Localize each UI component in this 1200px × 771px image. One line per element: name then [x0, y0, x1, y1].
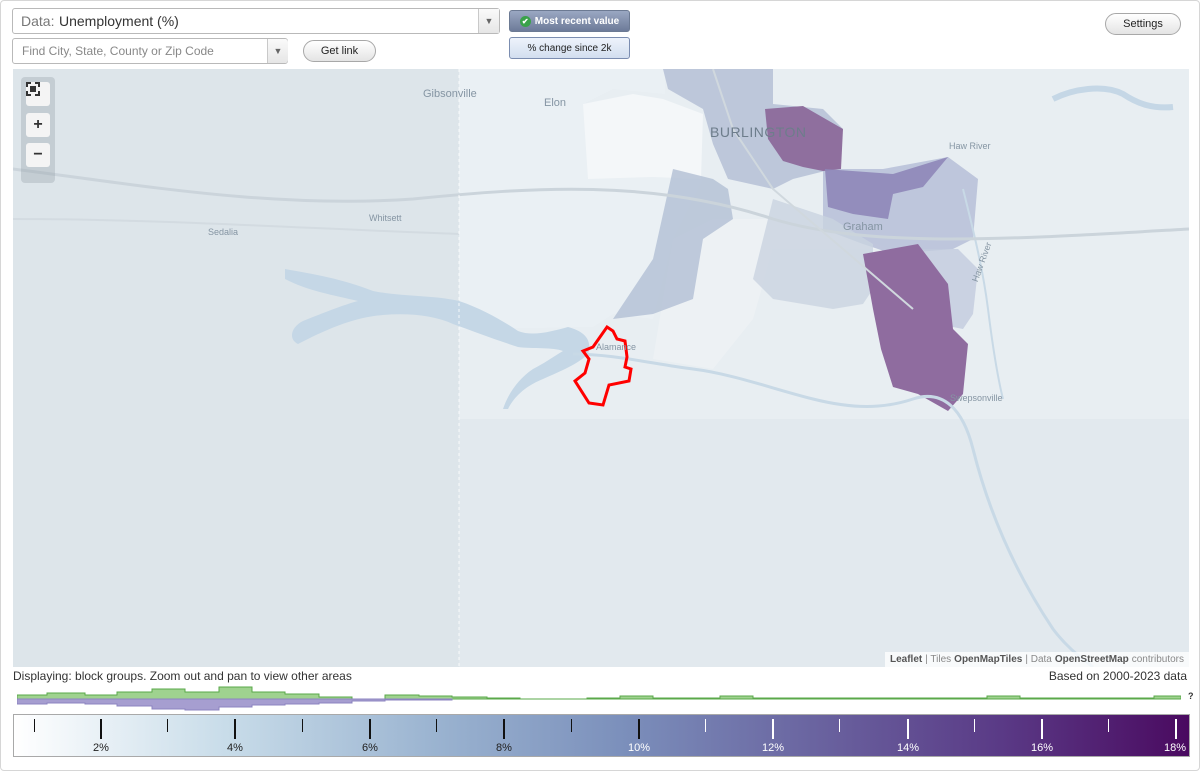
zoom-in-icon[interactable]: +	[26, 113, 50, 137]
legend-minor-tick	[302, 719, 303, 732]
legend-label: 12%	[761, 742, 785, 754]
legend-label: 10%	[627, 742, 651, 754]
attribution-suffix: contributors	[1131, 654, 1184, 665]
place-label: Swepsonville	[950, 393, 1003, 403]
displaying-text: Displaying: block groups. Zoom out and p…	[13, 669, 352, 683]
legend-label: 8%	[496, 742, 512, 754]
legend-minor-tick	[974, 719, 975, 732]
pct-change-button[interactable]: % change since 2k	[509, 37, 630, 59]
legend-label: 14%	[896, 742, 920, 754]
based-on-text: Based on 2000-2023 data	[1048, 669, 1187, 683]
search-input[interactable]	[12, 38, 288, 64]
legend-label: 18%	[1163, 742, 1187, 754]
data-select[interactable]: Data: Unemployment (%) ▼	[12, 8, 500, 34]
legend-minor-tick	[167, 719, 168, 732]
color-scale-legend[interactable]: 2% 4% 6% 8% 10% 12% 14% 16% 18%	[13, 714, 1190, 757]
fullscreen-icon[interactable]	[26, 82, 50, 106]
place-label: Graham	[843, 221, 883, 233]
legend-label: 6%	[362, 742, 378, 754]
data-select-value: Unemployment (%)	[59, 13, 179, 29]
data-select-label: Data:	[21, 13, 55, 29]
legend-major-tick	[1041, 719, 1043, 739]
chevron-down-icon[interactable]: ▼	[478, 9, 499, 33]
legend-major-tick	[503, 719, 505, 739]
place-label: Gibsonville	[423, 88, 477, 100]
legend-minor-tick	[436, 719, 437, 732]
place-label: Elon	[544, 97, 567, 109]
legend-major-tick	[100, 719, 102, 739]
most-recent-value-button[interactable]: ✔ Most recent value	[509, 10, 630, 32]
place-label: Whitsett	[369, 213, 402, 223]
legend-major-tick	[234, 719, 236, 739]
map-canvas	[13, 69, 1189, 667]
histogram-current	[17, 686, 1181, 700]
get-link-button[interactable]: Get link	[303, 40, 376, 62]
attribution-data-prefix: | Data	[1025, 654, 1052, 665]
place-label: BURLINGTON	[710, 124, 807, 140]
legend-minor-tick	[1108, 719, 1109, 732]
settings-button[interactable]: Settings	[1105, 13, 1181, 35]
legend-label: 4%	[227, 742, 243, 754]
openstreetmap-link[interactable]: OpenStreetMap	[1054, 654, 1129, 665]
legend-label: 16%	[1030, 742, 1054, 754]
attribution-tiles-prefix: | Tiles	[925, 654, 952, 665]
map-view[interactable]: Gibsonville Elon BURLINGTON Haw River Wh…	[13, 69, 1189, 667]
legend-minor-tick	[705, 719, 706, 732]
place-label: Alamance	[596, 342, 637, 352]
place-label: Sedalia	[208, 227, 239, 237]
legend-minor-tick	[839, 719, 840, 732]
legend-major-tick	[1175, 719, 1177, 739]
zoom-out-icon[interactable]: −	[26, 143, 50, 167]
distribution-histogram	[17, 686, 1181, 711]
legend-major-tick	[638, 719, 640, 739]
legend-major-tick	[772, 719, 774, 739]
zoom-control: + −	[21, 77, 55, 183]
check-icon: ✔	[519, 15, 531, 27]
legend-major-tick	[369, 719, 371, 739]
leaflet-link[interactable]: Leaflet	[890, 654, 923, 665]
legend-major-tick	[907, 719, 909, 739]
histogram-2000	[17, 698, 453, 711]
search-dropdown-icon[interactable]: ▼	[267, 39, 288, 63]
most-recent-value-label: Most recent value	[534, 15, 620, 27]
legend-label: 2%	[93, 742, 109, 754]
openmaptiles-link[interactable]: OpenMapTiles	[954, 654, 1023, 665]
map-attribution: Leaflet | Tiles OpenMapTiles | Data Open…	[885, 652, 1189, 667]
legend-minor-tick	[34, 719, 35, 732]
legend-minor-tick	[571, 719, 572, 732]
histogram-unknown-label: ?	[1188, 691, 1194, 701]
fullscreen-glyph	[26, 82, 40, 96]
place-label: Haw River	[949, 141, 991, 151]
